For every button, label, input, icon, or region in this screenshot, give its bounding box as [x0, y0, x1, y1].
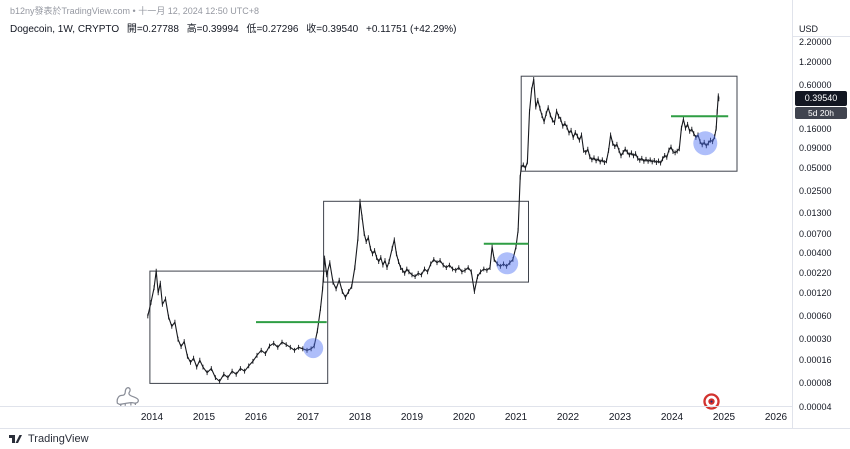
price-tick-label: 0.00016: [799, 355, 832, 366]
time-tick-label: 2025: [712, 412, 736, 423]
legend-change: +0.11751 (+42.29%): [366, 24, 457, 35]
price-scale-separator: [793, 36, 850, 37]
price-tick-label: 0.60000: [799, 80, 832, 90]
price-tick-label: 0.09000: [799, 143, 832, 154]
footer-bar: TradingView: [0, 428, 850, 449]
price-tick-label: 0.00008: [799, 378, 832, 389]
highlight-circle[interactable]: [496, 252, 519, 275]
time-scale[interactable]: 2014 2015 2016 2017 2018 2019 2020 2021 2022 2023…: [0, 406, 792, 429]
dinosaur-outline: [116, 387, 139, 405]
range-box[interactable]: [520, 75, 738, 172]
price-scale[interactable]: USD 0.39540 5d 20h 2.20000 1.20000 0.60000…: [792, 0, 850, 428]
dinosaur-doodle-sticker[interactable]: [114, 385, 141, 408]
symbol-title[interactable]: Dogecoin, 1W, CRYPTO: [10, 24, 120, 35]
time-tick-label: 2014: [140, 412, 164, 423]
legend-open: 開=0.27788: [126, 24, 179, 35]
dinosaur-legs: [120, 402, 136, 407]
price-tick-label: 0.05000: [799, 163, 832, 174]
time-tick-label: 2022: [556, 412, 580, 423]
symbol-legend: Dogecoin, 1W, CRYPTO 開=0.27788 高=0.39994…: [10, 20, 461, 35]
tradingview-logo-icon[interactable]: [8, 432, 22, 446]
bar-countdown-badge: 5d 20h: [795, 106, 847, 119]
price-tick-label: 0.02500: [799, 186, 832, 197]
price-tick-label: 0.00120: [799, 287, 832, 298]
time-tick-label: 2017: [296, 412, 320, 423]
price-tick-label: 0.01300: [799, 208, 832, 219]
tradingview-brand[interactable]: TradingView: [28, 433, 89, 445]
time-tick-label: 2024: [660, 412, 684, 423]
time-tick-label: 2021: [504, 412, 528, 423]
candle-wicks: [147, 77, 720, 384]
price-tick-label: 2.20000: [799, 36, 832, 47]
price-tick-label: 0.00220: [799, 267, 832, 278]
time-tick-label: 2023: [608, 412, 632, 423]
last-price-badge: 0.39540: [795, 91, 847, 107]
price-tick-label: 0.00400: [799, 247, 832, 258]
publish-watermark: b12ny發表於TradingView.com • 十一月 12, 2024 1…: [10, 6, 260, 16]
legend-high: 高=0.39994: [186, 24, 239, 35]
price-tick-label: 0.00060: [799, 311, 832, 321]
price-tick-label: 0.16000: [799, 124, 832, 135]
target-center-dot: [710, 400, 713, 403]
price-tick-label: 1.20000: [799, 56, 832, 67]
price-tick-label: 0.00700: [799, 228, 832, 239]
time-tick-label: 2018: [348, 412, 372, 423]
highlight-circle[interactable]: [693, 131, 718, 156]
target-bullseye-sticker[interactable]: [703, 393, 720, 410]
legend-close: 收=0.39540: [306, 24, 359, 35]
time-tick-label: 2026: [764, 412, 788, 423]
highlight-circle[interactable]: [303, 338, 324, 359]
price-tick-label: 0.00030: [799, 334, 832, 345]
currency-label: USD: [799, 24, 819, 34]
time-tick-label: 2016: [244, 412, 268, 423]
legend-low: 低=0.27296: [246, 24, 299, 35]
range-box[interactable]: [323, 200, 529, 283]
range-box[interactable]: [149, 270, 329, 384]
price-series: [147, 78, 720, 382]
price-tick-label: 0.00004: [799, 401, 832, 412]
time-tick-label: 2015: [192, 412, 216, 423]
time-tick-label: 2019: [400, 412, 424, 423]
time-tick-label: 2020: [452, 412, 476, 423]
